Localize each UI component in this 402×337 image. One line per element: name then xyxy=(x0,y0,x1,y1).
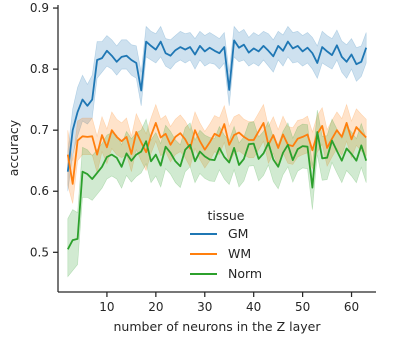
band-gm xyxy=(67,25,367,192)
legend: tissue GM WM Norm xyxy=(190,208,262,281)
series-lines xyxy=(66,39,368,250)
y-tick-label: 0.9 xyxy=(30,1,49,15)
y-tick-label: 0.5 xyxy=(30,245,49,259)
legend-label-wm: WM xyxy=(228,246,251,261)
x-tick-label: 20 xyxy=(148,300,163,314)
series-line-gm xyxy=(66,39,368,172)
series-line-norm xyxy=(67,131,368,250)
legend-label-gm: GM xyxy=(228,226,248,241)
y-tick-label: 0.8 xyxy=(30,62,49,76)
x-tick-label: 40 xyxy=(246,300,261,314)
ticks: 10 20 30 40 50 60 0.5 0.6 0.7 0.8 0.9 xyxy=(30,1,359,314)
x-tick-label: 10 xyxy=(99,300,114,314)
axes xyxy=(57,5,376,293)
band-norm xyxy=(67,109,367,278)
legend-label-norm: Norm xyxy=(228,266,262,281)
y-axis-label: accuracy xyxy=(6,119,21,176)
y-tick-label: 0.6 xyxy=(30,184,49,198)
x-tick-label: 60 xyxy=(344,300,359,314)
x-axis-label: number of neurons in the Z layer xyxy=(114,319,322,334)
x-tick-label: 50 xyxy=(295,300,310,314)
y-tick-label: 0.7 xyxy=(30,123,49,137)
confidence-bands xyxy=(67,25,367,278)
x-tick-label: 30 xyxy=(197,300,212,314)
legend-title: tissue xyxy=(207,208,244,223)
